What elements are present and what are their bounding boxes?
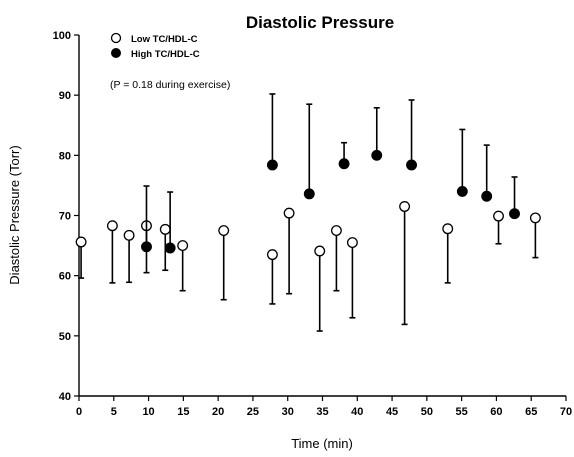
data-point-low — [442, 223, 454, 235]
x-tick-label: 40 — [351, 406, 363, 418]
x-tick-label: 30 — [282, 406, 294, 418]
data-point-low — [283, 207, 295, 219]
data-point-low — [218, 225, 230, 236]
data-point-low — [399, 201, 411, 212]
x-tick-label: 20 — [212, 406, 224, 418]
data-point-low — [106, 220, 118, 232]
y-tick-label: 80 — [59, 150, 71, 162]
data-point-low — [159, 223, 171, 235]
x-tick-label: 10 — [142, 406, 154, 418]
chart-title: Diastolic Pressure — [246, 13, 394, 32]
data-series — [75, 93, 541, 332]
series-low-tc-hdl — [75, 201, 541, 332]
y-tick-label: 90 — [59, 90, 71, 102]
data-point-low — [177, 240, 189, 252]
y-tick-label: 40 — [59, 391, 71, 403]
data-point-high — [509, 208, 520, 220]
y-axis-label: Diastolic Pressure (Torr) — [7, 145, 22, 284]
y-tick-label: 70 — [59, 211, 71, 223]
data-point-high — [456, 185, 468, 197]
data-point-low — [529, 212, 541, 224]
x-tick-label: 45 — [386, 406, 398, 418]
legend: Low TC/HDL-C High TC/HDL-C — [110, 32, 200, 60]
x-tick-label: 50 — [421, 406, 433, 418]
data-point-high — [481, 190, 493, 202]
data-point-high — [406, 159, 418, 171]
y-tick-label: 100 — [53, 30, 71, 42]
data-point-high — [303, 188, 315, 200]
data-point-high — [371, 149, 383, 161]
legend-filled-circle-marker — [111, 48, 121, 58]
data-point-low — [346, 237, 358, 249]
series-high-tc-hdl — [141, 93, 520, 254]
legend-label-high: High TC/HDL-C — [131, 49, 200, 60]
x-tick-label: 25 — [247, 406, 259, 418]
x-tick-label: 0 — [76, 406, 82, 418]
y-axis-ticks: 40 50 60 70 80 90 100 — [53, 30, 79, 403]
data-point-high — [266, 159, 278, 171]
data-point-low — [330, 225, 342, 236]
x-tick-label: 55 — [456, 406, 468, 418]
data-point-low — [314, 245, 326, 257]
data-point-low — [123, 229, 135, 241]
x-axis-ticks: 0 5 10 15 20 25 30 35 40 45 50 55 60 65 70 — [76, 396, 572, 418]
x-tick-label: 60 — [490, 406, 502, 418]
y-tick-label: 50 — [59, 331, 71, 343]
legend-label-low: Low TC/HDL-C — [131, 34, 198, 45]
data-point-low — [75, 236, 87, 248]
legend-open-circle-marker — [110, 32, 122, 44]
y-tick-label: 60 — [59, 271, 71, 283]
x-axis-label: Time (min) — [291, 436, 353, 451]
x-tick-label: 5 — [111, 406, 117, 418]
p-value-annotation: (P = 0.18 during exercise) — [110, 79, 230, 91]
data-point-high — [338, 158, 350, 170]
x-tick-label: 70 — [560, 406, 572, 418]
data-point-high — [141, 241, 152, 253]
x-tick-label: 65 — [525, 406, 537, 418]
x-tick-label: 35 — [316, 406, 328, 418]
x-tick-label: 15 — [177, 406, 189, 418]
data-point-high — [164, 242, 176, 254]
data-point-low — [493, 210, 504, 222]
data-point-low — [266, 249, 278, 261]
